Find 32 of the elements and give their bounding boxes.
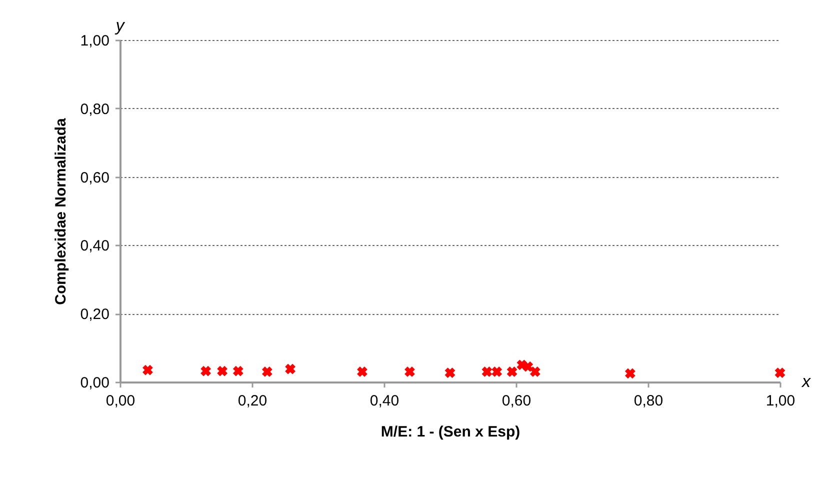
point: [217, 366, 228, 376]
y-tick-label: 0,40: [80, 238, 110, 255]
point: [506, 366, 518, 377]
x-tick-label: 1,00: [766, 392, 796, 410]
y-tick-label: 0,00: [80, 374, 110, 392]
point: [262, 366, 272, 377]
y-tick-label: 0,80: [80, 100, 110, 118]
point: [285, 364, 296, 374]
point: [142, 364, 153, 376]
x-axis-title: M/E: 1 - (Sen x Esp): [380, 424, 520, 440]
y-tick-label: 0,60: [80, 169, 110, 186]
text: x: [801, 372, 811, 391]
x-tick-label: 0,60: [502, 392, 532, 410]
point: [200, 366, 211, 376]
point: [530, 366, 540, 377]
point: [482, 366, 492, 377]
text: y: [114, 16, 126, 35]
point: [404, 366, 415, 377]
point: [492, 366, 502, 377]
point: [774, 368, 786, 378]
y-tick-label: 1,00: [80, 32, 110, 50]
point: [232, 366, 244, 376]
x-tick-label: 0,40: [370, 392, 400, 410]
point: [357, 366, 368, 377]
x-tick-label: 0,00: [106, 392, 136, 410]
x-tick-label: 0,20: [238, 392, 268, 410]
point: [444, 368, 456, 378]
y-tick-label: 0,20: [80, 306, 110, 324]
point: [522, 361, 534, 372]
x-tick-label: 0,80: [634, 392, 664, 410]
point: [624, 368, 636, 379]
y-axis-title: Complexidae Normalizada: [52, 117, 70, 305]
